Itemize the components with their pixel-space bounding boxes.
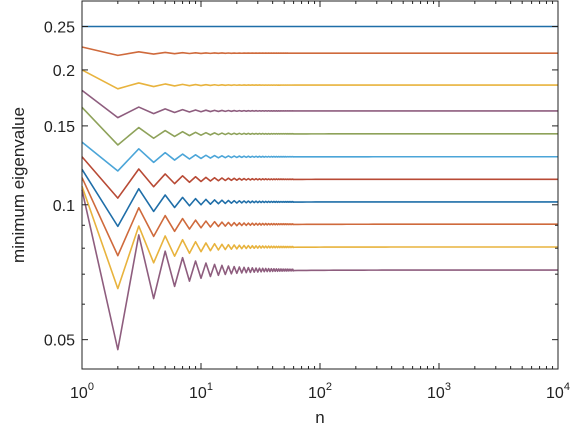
y-tick-label: 0.1	[53, 198, 75, 215]
series-line-4	[81, 89, 558, 119]
tick-layer: 100 101 102 103 104 0.25 0.2 0.15 0.1 0.05	[44, 1, 570, 402]
y-tick-label: 0.05	[44, 333, 75, 350]
x-tick-label: 103	[427, 381, 451, 402]
series-line-9	[81, 177, 558, 257]
y-tick-label: 0.15	[44, 119, 75, 136]
series-line-10	[81, 185, 558, 290]
series-line-5	[81, 106, 558, 146]
series-layer	[81, 25, 558, 351]
series-line-2	[81, 46, 558, 57]
y-axis-label: minimum eigenvalue	[9, 107, 28, 263]
x-tick-label: 101	[189, 381, 213, 402]
series-line-6	[81, 141, 558, 172]
y-tick-label: 0.2	[53, 63, 75, 80]
series-line-7	[81, 156, 558, 199]
x-tick-label: 100	[70, 381, 94, 402]
x-tick-label: 102	[308, 381, 332, 402]
series-line-3	[81, 69, 558, 90]
y-tick-label: 0.25	[44, 19, 75, 36]
series-line-8	[81, 168, 558, 228]
plot-frame	[81, 0, 559, 370]
x-tick-label: 104	[546, 381, 570, 402]
series-line-11	[81, 189, 558, 351]
x-axis-label: n	[315, 408, 324, 427]
